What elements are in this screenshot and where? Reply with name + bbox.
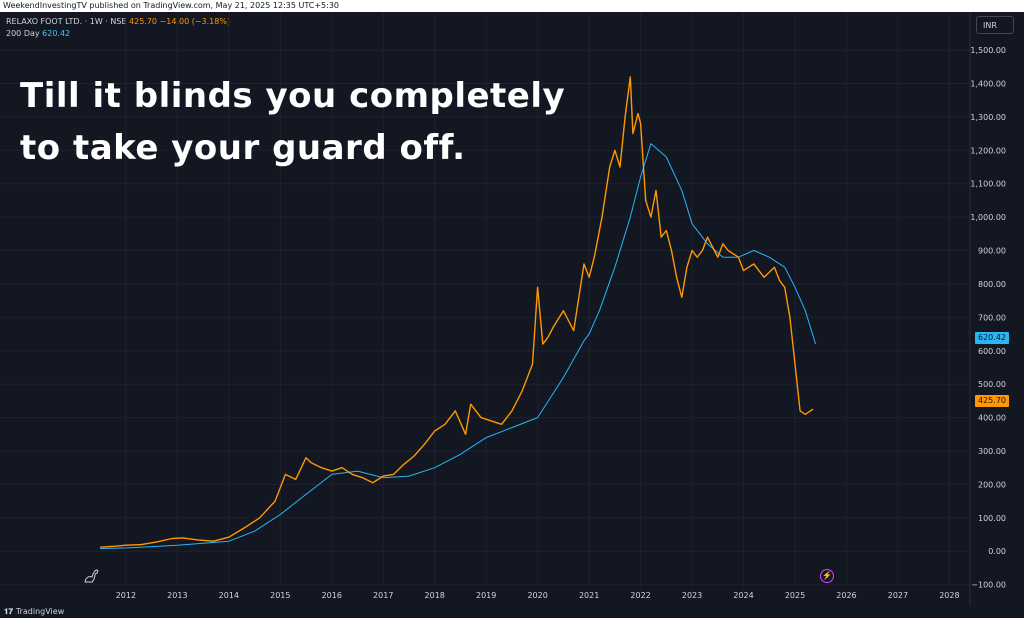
- lightning-icon[interactable]: ⚡: [820, 569, 834, 583]
- y-tick-label: 1,000.00: [970, 213, 1006, 222]
- y-tick-label: 1,300.00: [970, 113, 1006, 122]
- x-tick-label: 2017: [373, 591, 393, 600]
- y-tick-label: 300.00: [978, 447, 1006, 456]
- y-tick-label: −100.00: [971, 581, 1006, 590]
- last-price-tag: 425.70: [975, 395, 1009, 407]
- y-tick-label: 400.00: [978, 414, 1006, 423]
- x-tick-label: 2014: [219, 591, 239, 600]
- x-tick-label: 2025: [785, 591, 805, 600]
- chart-series: [100, 76, 817, 550]
- x-tick-label: 2024: [733, 591, 753, 600]
- headline-line-2: to take your guard off.: [20, 128, 466, 168]
- x-tick-label: 2016: [322, 591, 342, 600]
- dinosaur-icon[interactable]: [82, 565, 102, 585]
- x-tick-label: 2015: [270, 591, 290, 600]
- x-tick-label: 2020: [527, 591, 547, 600]
- tradingview-logo-icon: 𝟏𝟕: [4, 607, 13, 616]
- headline-line-1: Till it blinds you completely: [20, 76, 566, 116]
- y-axis[interactable]: 1,500.00 1,400.00 1,300.00 1,200.00 1,100.00…: [970, 46, 1006, 590]
- chart-legend: RELAXO FOOT LTD. · 1W · NSE 425.70 −14.0…: [6, 16, 230, 40]
- x-tick-label: 2023: [682, 591, 702, 600]
- price-change: −14.00 (−3.18%): [159, 17, 231, 26]
- headline-overlay: Till it blinds you completely to take yo…: [20, 70, 565, 174]
- y-tick-label: 900.00: [978, 247, 1006, 256]
- x-tick-label: 2028: [939, 591, 959, 600]
- y-tick-label: 1,400.00: [970, 79, 1006, 88]
- x-tick-label: 2018: [425, 591, 445, 600]
- x-tick-label: 2027: [888, 591, 908, 600]
- symbol-legend-row[interactable]: RELAXO FOOT LTD. · 1W · NSE 425.70 −14.0…: [6, 16, 230, 28]
- x-tick-label: 2021: [579, 591, 599, 600]
- y-tick-label: 1,100.00: [970, 180, 1006, 189]
- y-tick-label: 700.00: [978, 313, 1006, 322]
- symbol-name: RELAXO FOOT LTD. · 1W · NSE: [6, 17, 127, 26]
- chart-grid: [0, 12, 971, 606]
- brand-name: TradingView: [15, 607, 65, 616]
- published-banner: WeekendInvestingTV published on TradingV…: [0, 0, 1024, 12]
- x-axis[interactable]: 2012 2013 2014 2015 2016 2017 2018 2019 2020 2021…: [116, 591, 960, 600]
- x-tick-label: 2013: [167, 591, 187, 600]
- ma-legend-row[interactable]: 200 Day 620.42: [6, 28, 230, 40]
- footer-brand: 𝟏𝟕 TradingView: [0, 606, 64, 618]
- y-tick-label: 600.00: [978, 347, 1006, 356]
- x-tick-label: 2022: [630, 591, 650, 600]
- ma-value: 620.42: [42, 29, 71, 38]
- published-text: WeekendInvestingTV published on TradingV…: [3, 1, 340, 10]
- ma-label: 200 Day: [6, 29, 40, 38]
- ma-200-line[interactable]: [100, 143, 817, 550]
- y-tick-label: 1,200.00: [970, 146, 1006, 155]
- y-tick-label: 200.00: [978, 480, 1006, 489]
- y-tick-label: 800.00: [978, 280, 1006, 289]
- x-tick-label: 2019: [476, 591, 496, 600]
- y-tick-label: 500.00: [978, 380, 1006, 389]
- y-tick-label: 1,500.00: [970, 46, 1006, 55]
- y-tick-label: 0.00: [988, 547, 1006, 556]
- last-price: 425.70: [129, 17, 158, 26]
- x-tick-label: 2012: [116, 591, 136, 600]
- currency-selector[interactable]: INR: [976, 16, 1014, 34]
- price-line[interactable]: [100, 76, 814, 548]
- x-tick-label: 2026: [836, 591, 856, 600]
- y-tick-label: 100.00: [978, 514, 1006, 523]
- ma-price-tag: 620.42: [975, 332, 1009, 344]
